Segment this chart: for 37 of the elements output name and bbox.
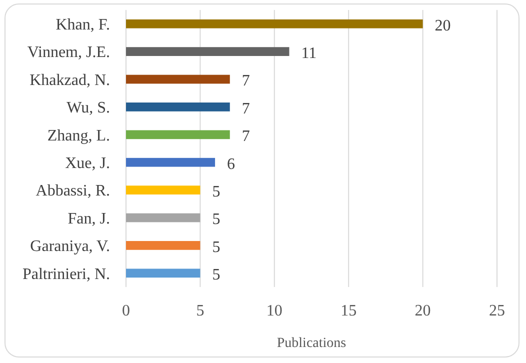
bar xyxy=(126,241,200,250)
y-tick-label: Abbassi, R. xyxy=(36,182,110,200)
x-tick-label: 5 xyxy=(196,302,204,320)
y-tick-label: Vinnem, J.E. xyxy=(27,44,110,62)
y-tick-label: Xue, J. xyxy=(65,154,110,172)
x-tick-label: 20 xyxy=(414,302,431,320)
bar xyxy=(126,102,230,112)
bar xyxy=(126,158,216,167)
data-label: 5 xyxy=(212,266,220,284)
x-tick-label: 10 xyxy=(266,302,282,320)
x-axis-title: Publications xyxy=(276,336,346,351)
data-label: 11 xyxy=(301,44,317,62)
y-tick-label: Wu, S. xyxy=(66,100,110,117)
x-tick-label: 0 xyxy=(122,302,130,320)
bar xyxy=(126,186,200,194)
y-tick-label: Khan, F. xyxy=(56,16,110,34)
data-label: 5 xyxy=(212,211,220,228)
bar xyxy=(126,74,230,84)
data-label: 20 xyxy=(434,17,451,34)
y-tick-label: Paltrinieri, N. xyxy=(22,266,110,283)
data-label: 7 xyxy=(242,72,250,90)
x-tick-label: 15 xyxy=(340,302,357,320)
data-label: 5 xyxy=(212,238,220,256)
bar xyxy=(126,130,230,140)
bar xyxy=(126,213,200,222)
y-tick-label: Fan, J. xyxy=(68,210,110,228)
x-tick-label: 25 xyxy=(489,302,505,320)
bar xyxy=(126,47,290,56)
y-tick-label: Garaniya, V. xyxy=(30,238,110,256)
data-label: 7 xyxy=(242,100,250,118)
data-label: 5 xyxy=(212,183,220,200)
data-label: 6 xyxy=(227,156,236,173)
y-tick-label: Khakzad, N. xyxy=(30,72,110,89)
data-label: 7 xyxy=(242,128,250,146)
y-tick-label: Zhang, L. xyxy=(47,127,110,144)
bar xyxy=(126,268,200,278)
bar xyxy=(126,19,423,28)
